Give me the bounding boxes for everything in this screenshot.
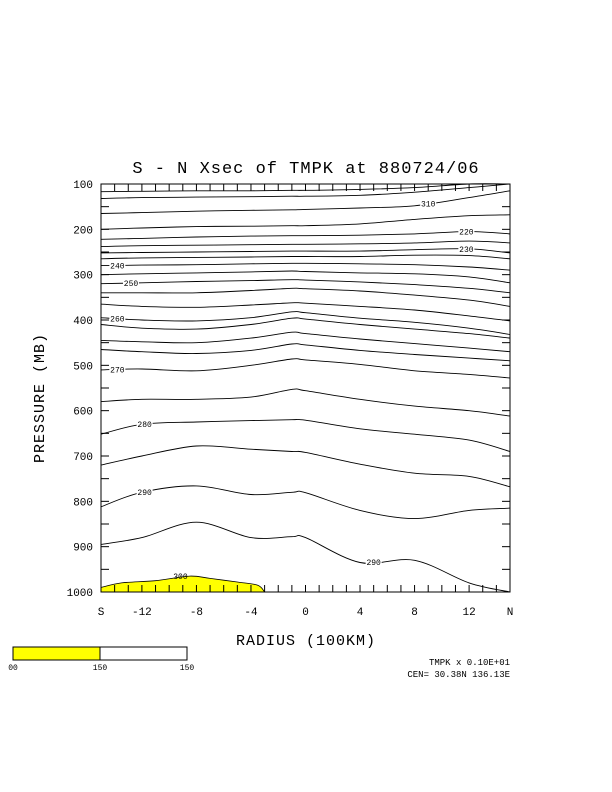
y-tick-label: 700 bbox=[73, 452, 93, 464]
x-tick-label: -8 bbox=[190, 607, 203, 619]
colorbar-label-0: 00 bbox=[8, 664, 18, 673]
x-tick-label: 8 bbox=[411, 607, 418, 619]
x-tick-label: 4 bbox=[357, 607, 364, 619]
contour-label-bg bbox=[458, 244, 475, 253]
x-tick-label: 12 bbox=[462, 607, 475, 619]
contour-label-310: 310 bbox=[421, 201, 436, 210]
footer-scale-text: TMPK x 0.10E+01 bbox=[429, 658, 510, 668]
contour-label-240: 240 bbox=[110, 262, 125, 271]
colorbar-label-2: 150 bbox=[180, 664, 195, 673]
y-tick-label: 200 bbox=[73, 225, 93, 237]
contour-label-bg bbox=[420, 199, 437, 208]
contour-label-230: 230 bbox=[459, 246, 474, 255]
contour-label-bg bbox=[136, 487, 153, 496]
contour-line-280 bbox=[100, 418, 511, 452]
contour-line-275 bbox=[100, 388, 511, 417]
contour-label-220: 220 bbox=[459, 229, 474, 238]
contour-line-285 bbox=[100, 445, 511, 488]
y-tick-label: 100 bbox=[73, 180, 93, 192]
contour-label-bg bbox=[458, 227, 475, 236]
contour-label-260: 260 bbox=[110, 316, 125, 325]
contour-line-220 bbox=[100, 231, 511, 240]
contour-line-235 bbox=[100, 254, 511, 260]
contour-label-250: 250 bbox=[124, 280, 139, 289]
contour-line-315 bbox=[100, 183, 511, 199]
contour-label-bg bbox=[365, 557, 382, 566]
contour-line-250 bbox=[100, 279, 511, 294]
contour-label-bg bbox=[109, 314, 126, 323]
x-axis-label: RADIUS (100KM) bbox=[236, 633, 376, 650]
contour-line-315 bbox=[100, 183, 511, 193]
contour-line-295 bbox=[100, 521, 511, 593]
contour-label-bg bbox=[109, 365, 126, 374]
contour-label-280: 280 bbox=[137, 421, 152, 430]
y-tick-label: 800 bbox=[73, 497, 93, 509]
contour-line-255 bbox=[100, 302, 511, 322]
contour-line-225 bbox=[100, 240, 511, 248]
contour-line-240 bbox=[100, 262, 511, 271]
chart-title: S - N Xsec of TMPK at 880724/06 bbox=[132, 160, 479, 179]
y-tick-label: 1000 bbox=[67, 588, 93, 600]
contour-line-265 bbox=[100, 343, 511, 362]
contour-line-260 bbox=[100, 317, 511, 339]
y-tick-label: 500 bbox=[73, 361, 93, 373]
contour-label-bg bbox=[109, 261, 126, 270]
contour-lines-group: 310 220 230 240 250 260 270 280 290 290 bbox=[100, 183, 511, 593]
contour-line-270 bbox=[100, 358, 511, 379]
y-ticks-group: 100 200 300 400 500 600 700 800 900 1000 bbox=[67, 180, 510, 600]
contour-line-305 bbox=[100, 214, 511, 230]
contour-label-290: 290 bbox=[137, 489, 152, 498]
y-tick-label: 600 bbox=[73, 407, 93, 419]
contour-line-290 bbox=[100, 485, 511, 520]
contour-label-300: 300 bbox=[173, 573, 188, 582]
colorbar-white bbox=[99, 646, 188, 661]
x-tick-label: -12 bbox=[132, 607, 152, 619]
contour-line-255 bbox=[100, 287, 511, 307]
colorbar-label-1: 150 bbox=[93, 664, 108, 673]
x-tick-label: N bbox=[507, 607, 514, 619]
x-tick-label: S bbox=[98, 607, 105, 619]
contour-line-265 bbox=[100, 331, 511, 353]
y-tick-label: 300 bbox=[73, 271, 93, 283]
contour-line-245 bbox=[100, 270, 511, 284]
y-tick-label: 400 bbox=[73, 316, 93, 328]
contour-line-230 bbox=[100, 248, 511, 254]
contour-label-290: 290 bbox=[366, 559, 381, 568]
contour-line-310 bbox=[100, 190, 511, 214]
y-axis-label: PRESSURE (MB) bbox=[32, 333, 49, 463]
contour-line-260 bbox=[100, 311, 511, 335]
contour-label-270: 270 bbox=[110, 367, 125, 376]
colorbar: 00 150 150 bbox=[8, 646, 195, 673]
contour-label-bg bbox=[136, 420, 153, 429]
colorbar-yellow bbox=[12, 646, 101, 661]
x-tick-label: -4 bbox=[244, 607, 258, 619]
x-tick-label: 0 bbox=[302, 607, 309, 619]
footer-center-text: CEN= 30.38N 136.13E bbox=[407, 670, 510, 680]
y-tick-label: 900 bbox=[73, 543, 93, 555]
contour-label-bg bbox=[122, 279, 139, 288]
x-ticks-group: S -12 -8 -4 0 4 8 12 N bbox=[98, 184, 514, 619]
